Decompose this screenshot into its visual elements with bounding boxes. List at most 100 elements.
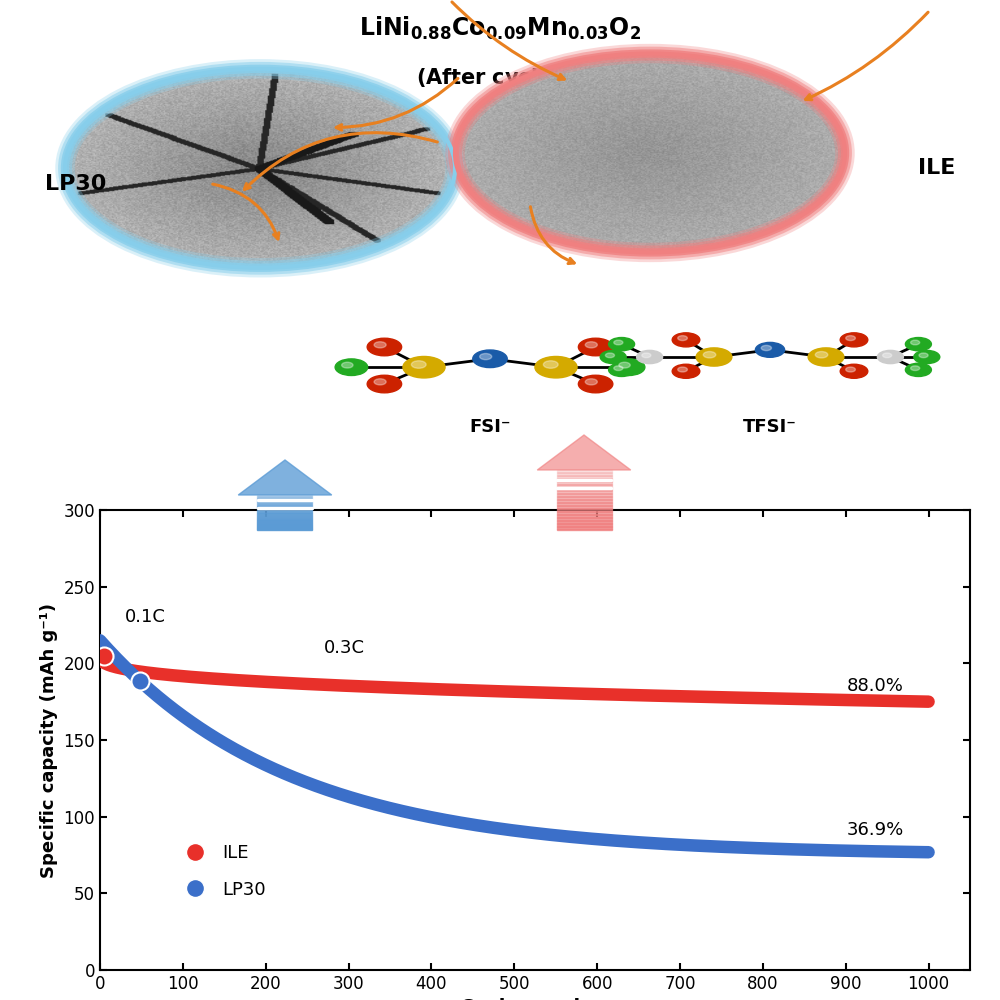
Circle shape [612,359,645,375]
Bar [556,487,612,488]
Circle shape [374,379,386,385]
Bar [556,493,612,494]
Circle shape [703,352,716,358]
Bar [556,473,612,475]
Bar [556,488,612,490]
Circle shape [678,367,687,372]
Circle shape [815,352,828,358]
Circle shape [846,336,855,341]
Circle shape [905,338,931,351]
Text: 36.9%: 36.9% [846,821,904,839]
Bar [556,484,612,485]
Bar [556,527,612,528]
Text: FSI⁻: FSI⁻ [469,418,511,436]
Bar [556,506,612,508]
Bar [556,478,612,479]
Circle shape [367,375,402,393]
Bar [556,502,612,503]
Bar [556,511,612,512]
Circle shape [761,345,771,351]
Bar [556,520,612,521]
Circle shape [672,364,700,378]
Circle shape [600,350,626,364]
Bar [556,509,612,511]
Text: 0.1C: 0.1C [125,608,166,626]
Circle shape [755,342,785,357]
Bar [556,479,612,481]
Bar [556,516,612,518]
Bar [556,481,612,482]
Bar [556,515,612,516]
Text: $\mathbf{(After\ cycling)}$: $\mathbf{(After\ cycling)}$ [416,66,584,90]
Text: 0.3C: 0.3C [324,639,365,657]
Circle shape [403,356,445,378]
Bar [556,518,612,520]
Y-axis label: Specific capacity (mAh g⁻¹): Specific capacity (mAh g⁻¹) [40,602,58,878]
Circle shape [609,338,635,351]
Bar [556,526,612,527]
Circle shape [578,338,613,356]
Circle shape [614,340,623,345]
Circle shape [374,342,386,348]
Circle shape [411,361,426,368]
Text: TFSI⁻: TFSI⁻ [743,418,797,436]
Bar [556,485,612,487]
Circle shape [846,367,855,372]
Bar [556,528,612,530]
Bar [556,500,612,502]
Circle shape [605,353,614,358]
Circle shape [473,350,507,368]
Circle shape [696,348,732,366]
Bar [556,499,612,500]
Circle shape [614,366,623,371]
Bar [556,514,612,515]
Circle shape [919,353,928,358]
Circle shape [335,359,368,375]
Circle shape [808,348,844,366]
Circle shape [840,364,868,378]
Bar [556,482,612,484]
Circle shape [642,353,651,358]
Circle shape [905,363,931,376]
Circle shape [480,354,492,360]
Circle shape [342,362,353,368]
Circle shape [914,350,940,364]
Polygon shape [238,460,332,495]
Bar [556,490,612,491]
Bar [556,476,612,478]
Bar [556,496,612,497]
Circle shape [619,362,630,368]
Bar [556,494,612,496]
Circle shape [543,361,558,368]
Circle shape [840,333,868,347]
Bar [556,491,612,493]
Circle shape [911,340,920,345]
Bar [556,508,612,509]
Circle shape [535,356,577,378]
Bar [556,475,612,476]
Bar [556,470,612,472]
Text: 88.0%: 88.0% [847,677,904,695]
Polygon shape [537,435,631,470]
Text: LP30: LP30 [45,174,106,194]
Circle shape [678,336,687,341]
Bar [556,522,612,524]
Circle shape [367,338,402,356]
Circle shape [585,379,597,385]
X-axis label: Cycle number: Cycle number [460,998,610,1000]
Circle shape [672,333,700,347]
Bar [556,512,612,514]
Text: ILE: ILE [918,158,955,178]
Bar [556,521,612,522]
Bar [556,505,612,506]
Circle shape [911,366,920,371]
Bar [556,503,612,505]
Circle shape [637,350,663,364]
Circle shape [883,353,892,358]
Circle shape [578,375,613,393]
Circle shape [585,342,597,348]
Bar [556,472,612,473]
Circle shape [609,363,635,376]
Legend: ILE, LP30: ILE, LP30 [170,837,273,906]
Bar [556,497,612,499]
